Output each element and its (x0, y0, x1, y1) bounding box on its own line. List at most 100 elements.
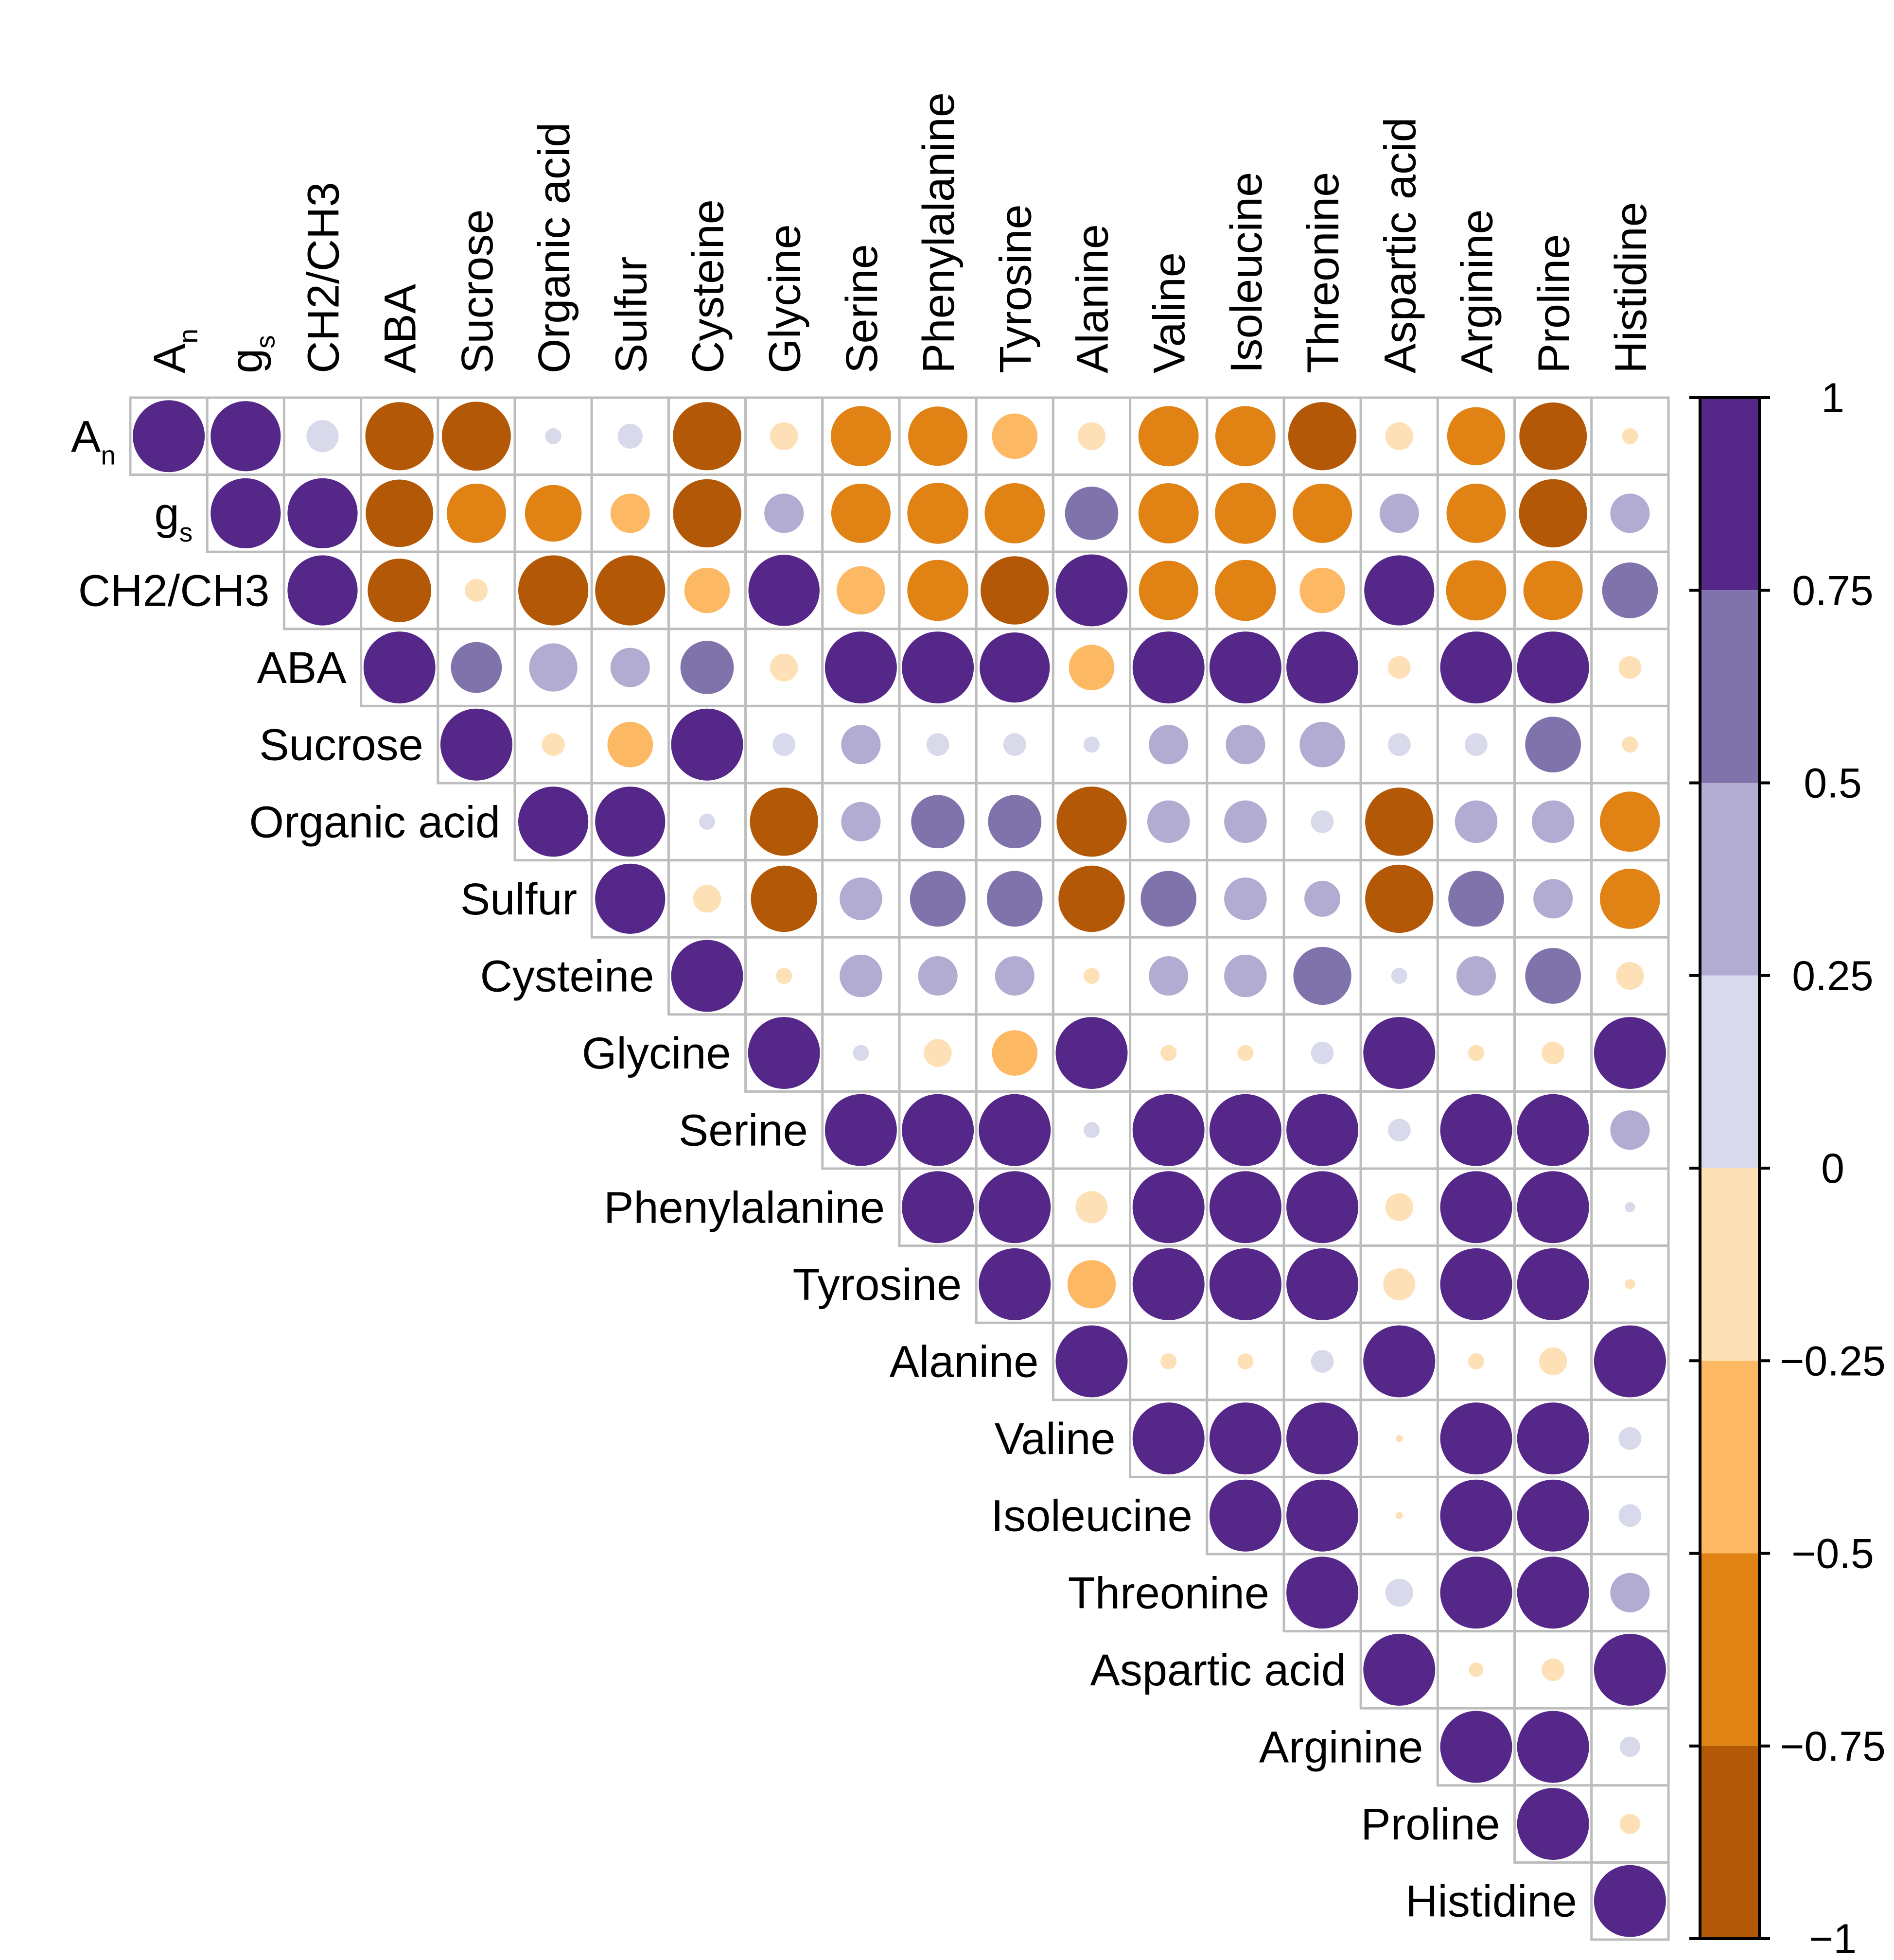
corr-circle-aba-histidine (1618, 656, 1642, 679)
corr-circle-alanine-arginine (1468, 1353, 1485, 1370)
corr-circle-sucrose-proline (1525, 717, 1581, 773)
corr-circle-glycine-phenylalanine (924, 1039, 952, 1067)
corr-circle-organic-acid-proline (1531, 800, 1575, 843)
corr-circle-tyrosine-proline (1517, 1248, 1589, 1320)
corr-circle-valine-arginine (1440, 1402, 1512, 1475)
corr-circle-a-sulfur (617, 423, 643, 449)
corr-circle-phenylalanine-histidine (1625, 1202, 1635, 1212)
corr-circle-aba-aba (363, 631, 436, 704)
col-label-subscript: n (173, 329, 203, 344)
corr-circle-g-threonine (1293, 483, 1352, 543)
corr-circle-a-proline (1519, 402, 1587, 470)
corr-circle-a-aspartic-acid (1385, 422, 1413, 450)
corr-circle-tyrosine-isoleucine (1209, 1248, 1281, 1320)
corr-circle-alanine-valine (1160, 1353, 1177, 1370)
col-label-threonine: Threonine (1298, 172, 1348, 373)
corr-circle-isoleucine-isoleucine (1209, 1479, 1281, 1552)
corr-circle-sulfur-aspartic-acid (1365, 864, 1434, 933)
corr-circle-glycine-aspartic-acid (1363, 1017, 1436, 1089)
corr-circle-aba-phenylalanine (902, 631, 974, 704)
col-label-a: An (145, 329, 203, 373)
corr-circle-aba-isoleucine (1209, 631, 1281, 704)
col-label-text: Sucrose (453, 210, 502, 374)
corr-circle-ch2-ch3-ch2-ch3 (287, 555, 358, 626)
row-label-tyrosine: Tyrosine (792, 1260, 962, 1310)
colorbar-segment (1700, 975, 1759, 1168)
corr-circle-sucrose-phenylalanine (926, 733, 949, 756)
col-label-aspartic-acid: Aspartic acid (1375, 117, 1425, 373)
corr-circle-proline-histidine (1619, 1814, 1640, 1835)
corr-circle-g-arginine (1446, 483, 1506, 543)
corr-circle-threonine-proline (1517, 1557, 1589, 1629)
corr-circle-isoleucine-threonine (1286, 1479, 1359, 1552)
corr-circle-threonine-arginine (1440, 1557, 1512, 1629)
row-label-organic-acid: Organic acid (249, 797, 500, 847)
row-label-text: Isoleucine (991, 1491, 1193, 1541)
row-label-isoleucine: Isoleucine (991, 1491, 1193, 1541)
col-label-cysteine: Cysteine (684, 199, 733, 373)
corr-circle-aba-cysteine (680, 641, 734, 694)
col-label-text: A (145, 343, 194, 373)
row-label-threonine: Threonine (1068, 1568, 1269, 1618)
corr-circle-valine-isoleucine (1209, 1402, 1281, 1475)
corr-circle-cysteine-glycine (776, 967, 792, 984)
col-label-text: Valine (1145, 252, 1194, 373)
corr-circle-valine-threonine (1286, 1402, 1359, 1475)
row-label-valine: Valine (995, 1414, 1116, 1464)
col-label-aba: ABA (376, 283, 425, 373)
grid-cell (1590, 473, 1670, 553)
corr-circle-ch2-ch3-alanine (1055, 554, 1128, 627)
colorbar-tick-label: 0.25 (1792, 953, 1873, 999)
row-label-subscript: n (101, 440, 116, 470)
corr-circle-isoleucine-proline (1517, 1479, 1589, 1552)
corr-circle-cysteine-isoleucine (1224, 954, 1267, 998)
row-label-proline: Proline (1361, 1800, 1500, 1849)
col-label-text: Isoleucine (1222, 172, 1271, 373)
corr-circle-cysteine-alanine (1083, 967, 1100, 984)
corr-circle-ch2-ch3-aba (368, 559, 432, 622)
row-label-text: Glycine (582, 1029, 731, 1078)
corr-circle-a-arginine (1447, 407, 1506, 465)
corr-circle-tyrosine-threonine (1286, 1248, 1359, 1320)
col-label-sulfur: Sulfur (606, 257, 656, 373)
corr-circle-a-serine (830, 406, 891, 467)
col-label-histidine: Histidine (1606, 202, 1656, 373)
row-label-alanine: Alanine (889, 1337, 1038, 1387)
row-label-a: An (71, 412, 116, 470)
corr-circle-a-sucrose (441, 402, 511, 471)
corr-circle-sulfur-cysteine (693, 885, 721, 913)
colorbar-tick-label: −0.75 (1780, 1723, 1886, 1770)
col-label-text: Alanine (1068, 224, 1118, 373)
corr-circle-sucrose-glycine (772, 733, 796, 756)
corr-circle-sulfur-alanine (1058, 865, 1125, 932)
corr-circle-aba-sulfur (610, 648, 650, 687)
col-label-text: g (222, 349, 271, 373)
corr-circle-organic-acid-organic-acid (518, 787, 589, 857)
grid-cell (590, 704, 670, 785)
corr-circle-alanine-proline (1539, 1347, 1567, 1376)
corr-circle-g-aba (366, 479, 434, 547)
grid-cell (1590, 704, 1670, 785)
colorbar-segment (1700, 398, 1759, 591)
corr-circle-isoleucine-arginine (1440, 1479, 1512, 1552)
col-label-sucrose: Sucrose (453, 210, 502, 374)
col-label-text: Proline (1529, 234, 1579, 373)
corr-circle-organic-acid-cysteine (699, 813, 716, 830)
corr-circle-a-a (133, 400, 205, 472)
row-label-sulfur: Sulfur (460, 875, 577, 924)
corr-circle-cysteine-tyrosine (995, 956, 1035, 996)
corr-circle-arginine-proline (1517, 1711, 1589, 1783)
colorbar-tick-label: 0.5 (1804, 760, 1862, 807)
col-label-text: Cysteine (684, 199, 733, 373)
corr-circle-alanine-isoleucine (1237, 1353, 1254, 1370)
corr-circle-phenylalanine-phenylalanine (902, 1171, 974, 1243)
row-label-text: Sulfur (460, 875, 577, 924)
corr-circle-organic-acid-sulfur (595, 787, 666, 857)
corr-circle-a-tyrosine (992, 413, 1038, 459)
corr-circle-cysteine-aspartic-acid (1391, 967, 1407, 984)
corr-circle-organic-acid-serine (841, 802, 881, 841)
corr-circle-a-alanine (1077, 422, 1106, 450)
corr-circle-organic-acid-valine (1147, 800, 1190, 843)
corr-circle-aspartic-acid-arginine (1469, 1662, 1484, 1677)
corr-circle-glycine-glycine (748, 1017, 820, 1089)
